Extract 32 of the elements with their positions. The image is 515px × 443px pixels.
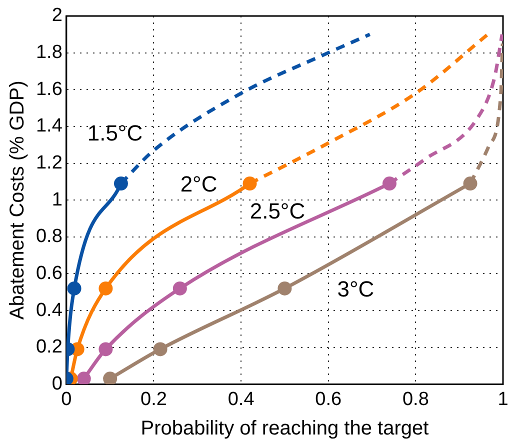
x-tick-label: 0.6 <box>315 388 342 410</box>
y-tick-label: 0.6 <box>36 262 62 284</box>
y-tick-label: 1.8 <box>36 42 62 64</box>
y-tick-label: 0 <box>52 373 62 394</box>
series-label: 2.5°C <box>250 198 306 224</box>
point <box>242 176 257 191</box>
point <box>98 342 113 356</box>
y-tick-label: 1 <box>52 189 62 210</box>
y-tick-label: 2 <box>52 5 62 26</box>
point <box>382 176 396 191</box>
point <box>172 281 187 296</box>
point <box>463 176 478 191</box>
y-tick-label: 0.4 <box>36 300 63 321</box>
x-tick-label: 1 <box>498 388 508 410</box>
point <box>153 342 168 356</box>
series-label: 2°C <box>180 172 218 197</box>
y-tick-label: 1.6 <box>36 78 62 100</box>
point <box>278 281 292 296</box>
y-tick-label: 1.4 <box>36 116 63 137</box>
series-label: 3°C <box>337 276 374 302</box>
x-axis-title: Probability of reaching the target <box>140 418 430 440</box>
x-tick-label: 0.2 <box>140 388 167 410</box>
y-tick-label: 0.8 <box>36 226 62 248</box>
point <box>98 281 113 296</box>
series-label: 1.5°C <box>87 120 143 146</box>
y-axis-title: Abatement Costs (% GDP) <box>6 80 29 320</box>
y-tick-label: 0.2 <box>36 336 62 358</box>
point <box>103 372 118 384</box>
x-tick-label: 0.4 <box>228 388 255 410</box>
x-tick-label: 0.8 <box>402 388 429 410</box>
point <box>76 372 91 384</box>
y-tick-label: 1.2 <box>36 152 62 174</box>
